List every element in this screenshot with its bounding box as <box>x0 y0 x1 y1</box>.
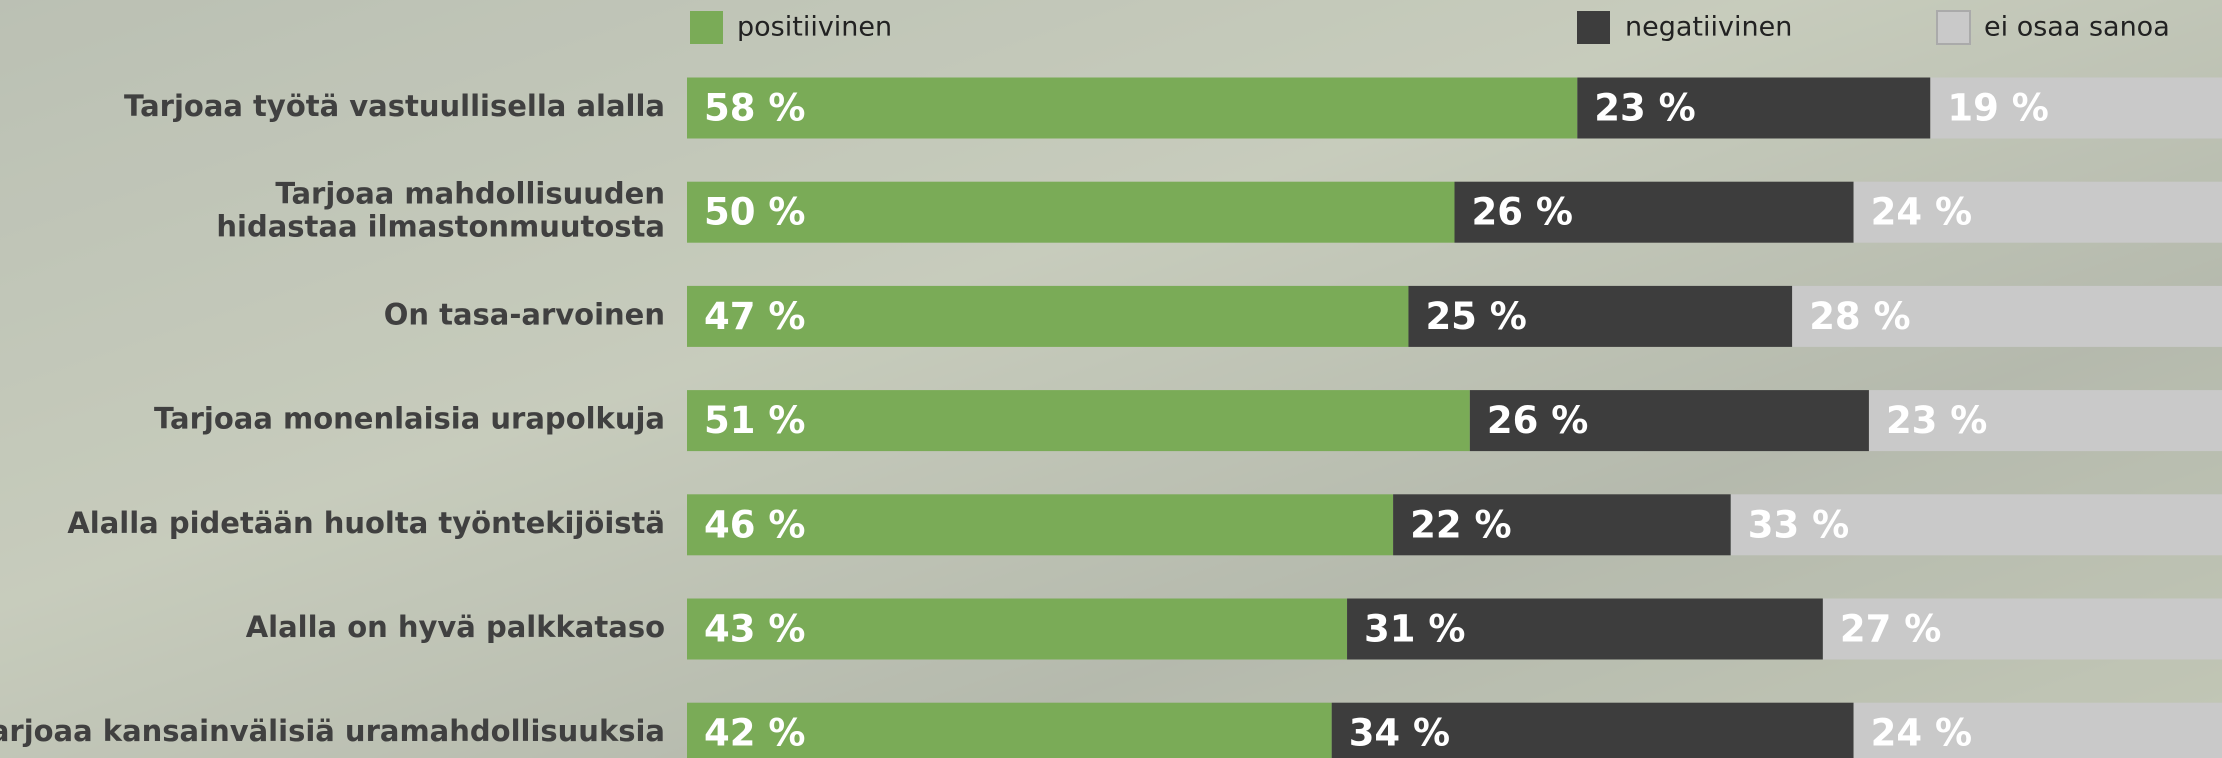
value-label: 51 % <box>704 399 805 442</box>
value-label: 58 % <box>704 87 805 130</box>
legend-swatch <box>1577 11 1610 44</box>
value-label: 24 % <box>1871 191 1972 234</box>
value-label: 19 % <box>1947 87 2048 130</box>
page: positiivinen negatiivinen ei osaa sanoa Tar… <box>0 0 2222 758</box>
value-label: 25 % <box>1425 295 1526 338</box>
value-label: 26 % <box>1472 191 1573 234</box>
legend-swatch <box>1937 11 1970 44</box>
value-label: 43 % <box>704 608 805 651</box>
category-label: Tarjoaa mahdollisuuden <box>275 177 665 211</box>
category-label: Tarjoaa työtä vastuullisella alalla <box>124 89 665 123</box>
value-label: 28 % <box>1809 295 1910 338</box>
value-label: 34 % <box>1349 712 1450 755</box>
value-label: 42 % <box>704 712 805 755</box>
category-label: Tarjoaa monenlaisia urapolkuja <box>154 402 665 436</box>
category-label: Alalla pidetään huolta työntekijöistä <box>67 506 665 540</box>
bar-segment <box>687 78 1577 139</box>
value-label: 46 % <box>704 503 805 546</box>
chart: positiivinen negatiivinen ei osaa sanoa Tar… <box>0 0 2222 758</box>
category-label: On tasa-arvoinen <box>384 297 665 331</box>
category-label: Tarjoaa kansainvälisiä uramahdollisuuksi… <box>0 714 665 748</box>
legend-label: ei osaa sanoa <box>1984 12 2170 43</box>
category-label: hidastaa ilmastonmuutosta <box>216 210 665 244</box>
legend-swatch <box>690 11 723 44</box>
value-label: 50 % <box>704 191 805 234</box>
value-label: 26 % <box>1487 399 1588 442</box>
category-label: Alalla on hyvä palkkataso <box>246 610 665 644</box>
value-label: 47 % <box>704 295 805 338</box>
legend-label: negatiivinen <box>1625 12 1792 43</box>
value-label: 23 % <box>1594 87 1695 130</box>
value-label: 22 % <box>1410 503 1511 546</box>
value-label: 33 % <box>1748 503 1849 546</box>
value-label: 31 % <box>1364 608 1465 651</box>
value-label: 23 % <box>1886 399 1987 442</box>
value-label: 27 % <box>1840 608 1941 651</box>
value-label: 24 % <box>1871 712 1972 755</box>
legend-label: positiivinen <box>737 12 892 43</box>
